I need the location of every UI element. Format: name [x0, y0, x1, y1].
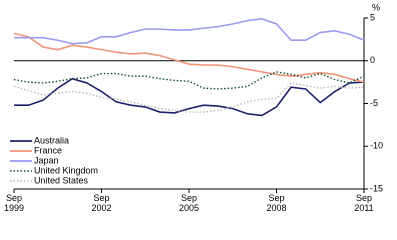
legend-label: Australia [34, 135, 69, 145]
y-tick-label: -5 [370, 98, 378, 108]
legend-label: United Kingdom [34, 165, 98, 175]
series-line [14, 77, 365, 117]
legend-label: Japan [34, 155, 59, 165]
x-tick-label: Sep 2005 [179, 193, 199, 213]
y-tick-label: -10 [370, 141, 383, 151]
y-axis-label: % [372, 2, 380, 12]
legend-label: France [34, 145, 62, 155]
chart: % 5 0 -5 -10 -15 Sep 1999 Sep 2002 Sep 2005 Sep 2008… [4, 2, 383, 213]
series-line [13, 32, 365, 83]
y-tick-label: 5 [370, 12, 375, 22]
y-tick-label: 0 [370, 55, 375, 65]
y-tick-label: -15 [370, 183, 383, 193]
series-line [14, 18, 365, 45]
legend-label: United States [34, 175, 89, 185]
x-tick-label: Sep 2008 [266, 193, 286, 213]
x-tick-label: Sep 2011 [354, 193, 373, 213]
series-line [13, 82, 365, 113]
x-tick-label: Sep 1999 [4, 193, 24, 213]
x-tick-label: Sep 2002 [91, 193, 111, 213]
